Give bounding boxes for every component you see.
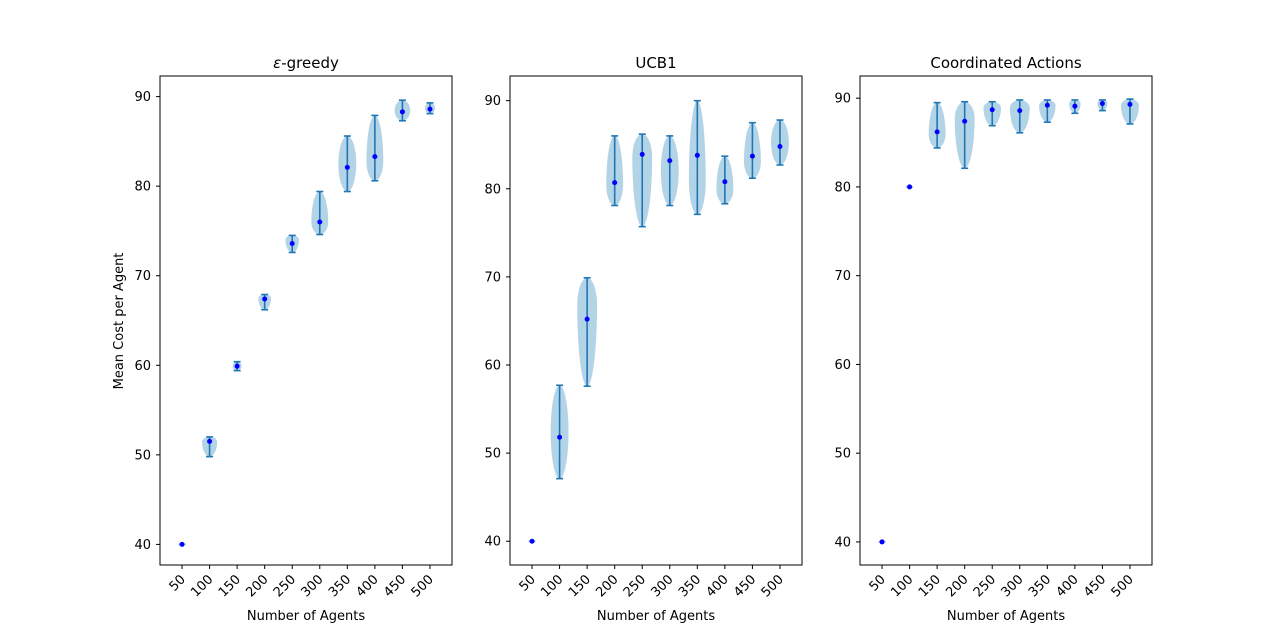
- x-axis-label: Number of Agents: [247, 609, 365, 624]
- title-text: -greedy: [281, 54, 339, 72]
- median-marker: [612, 180, 618, 186]
- y-tick-label: 50: [484, 447, 501, 462]
- median-marker: [667, 158, 673, 164]
- violin-400: [716, 155, 734, 205]
- median-marker: [427, 106, 433, 112]
- violin-200: [954, 100, 975, 170]
- violin-100: [906, 184, 914, 190]
- median-marker: [639, 151, 645, 157]
- y-tick-label: 40: [134, 538, 151, 553]
- y-tick-label: 60: [834, 358, 851, 373]
- violin-500: [771, 119, 789, 166]
- title-text: UCB1: [635, 54, 676, 72]
- y-tick-label: 80: [834, 180, 851, 195]
- median-marker: [934, 129, 940, 135]
- violin-350: [338, 135, 357, 193]
- median-marker: [1072, 103, 1078, 109]
- chart-title: UCB1: [635, 54, 676, 72]
- median-marker: [777, 143, 783, 149]
- median-marker: [694, 152, 700, 158]
- violin-50: [178, 541, 186, 547]
- chart-title: Coordinated Actions: [930, 54, 1081, 72]
- y-tick-label: 90: [134, 90, 151, 105]
- y-tick-label: 40: [834, 535, 851, 550]
- y-tick-label: 60: [134, 359, 151, 374]
- median-marker: [1127, 101, 1133, 107]
- median-marker: [584, 316, 590, 322]
- y-tick-label: 70: [134, 269, 151, 284]
- median-marker: [962, 118, 968, 124]
- violin-300: [1009, 99, 1030, 134]
- y-tick-label: 90: [834, 92, 851, 107]
- violin-100: [550, 384, 569, 480]
- median-marker: [207, 438, 213, 444]
- title-symbol: ε: [273, 54, 281, 72]
- violin-50: [878, 539, 886, 545]
- violin-400: [1069, 99, 1081, 115]
- violin-350: [688, 99, 706, 216]
- x-axis-label: Number of Agents: [947, 609, 1065, 624]
- violin-50: [528, 538, 536, 544]
- x-axis-label: Number of Agents: [597, 609, 715, 624]
- median-marker: [749, 153, 755, 159]
- violin-450: [394, 99, 411, 122]
- median-marker: [557, 434, 563, 440]
- title-text: Coordinated Actions: [930, 54, 1081, 72]
- violin-250: [632, 133, 653, 228]
- y-tick-label: 60: [484, 358, 501, 373]
- median-marker: [1099, 101, 1105, 107]
- median-marker: [179, 541, 185, 547]
- violin-250: [285, 234, 299, 254]
- median-marker: [372, 154, 378, 160]
- y-tick-label: 90: [484, 94, 501, 109]
- median-marker: [879, 539, 885, 545]
- violin-150: [577, 276, 598, 387]
- median-marker: [989, 107, 995, 113]
- violin-100: [202, 436, 218, 458]
- y-tick-label: 40: [484, 535, 501, 550]
- plot-frame: [509, 75, 803, 566]
- violin-200: [258, 293, 271, 311]
- y-axis-label: Mean Cost per Agent: [112, 253, 127, 390]
- violin-350: [1039, 99, 1056, 123]
- median-marker: [399, 109, 405, 115]
- violin-400: [366, 114, 384, 182]
- y-tick-label: 70: [484, 270, 501, 285]
- median-marker: [1017, 108, 1023, 114]
- violin-300: [311, 190, 329, 236]
- median-marker: [344, 164, 350, 170]
- y-tick-label: 80: [484, 182, 501, 197]
- y-tick-label: 50: [134, 448, 151, 463]
- violin-500: [1121, 98, 1139, 125]
- median-marker: [1044, 102, 1050, 108]
- violin-500: [424, 102, 435, 115]
- violin-200: [606, 135, 624, 207]
- violin-300: [660, 135, 679, 207]
- plot-frame: [159, 75, 453, 566]
- violin-450: [1097, 99, 1108, 112]
- plot-frame: [859, 75, 1153, 566]
- y-tick-label: 70: [834, 269, 851, 284]
- median-marker: [234, 363, 240, 369]
- y-tick-label: 50: [834, 447, 851, 462]
- median-marker: [907, 184, 913, 190]
- chart-title: ε-greedy: [273, 54, 339, 72]
- violin-250: [983, 100, 1001, 127]
- violin-150: [232, 360, 242, 372]
- violin-450: [743, 121, 761, 180]
- median-marker: [289, 240, 295, 246]
- y-tick-label: 80: [134, 180, 151, 195]
- violin-150: [928, 101, 946, 149]
- median-marker: [262, 296, 268, 302]
- median-marker: [317, 219, 323, 225]
- median-marker: [722, 179, 728, 185]
- median-marker: [529, 538, 535, 544]
